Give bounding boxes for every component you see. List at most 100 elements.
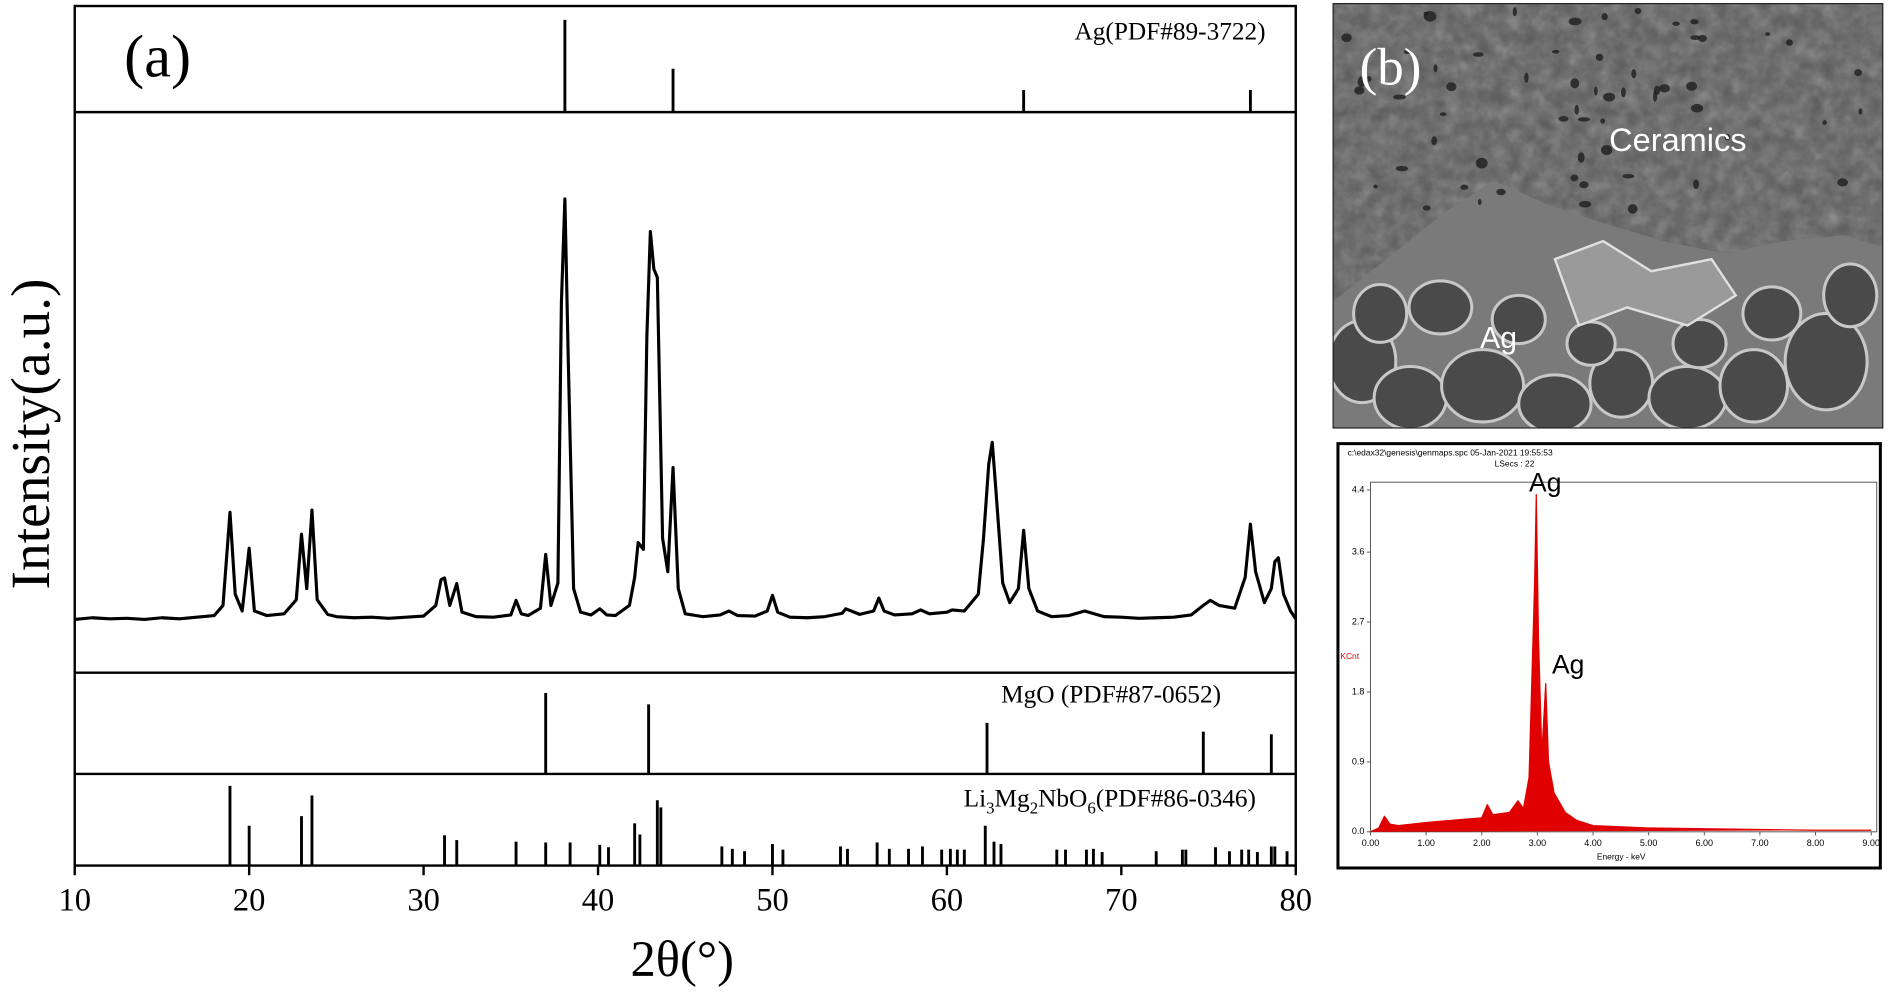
sem-bright-debris xyxy=(1553,239,1738,328)
y-tick-label: 1.8 xyxy=(1352,686,1365,696)
sem-cell xyxy=(1565,320,1617,367)
sem-image xyxy=(1333,3,1883,428)
x-tick-label: 80 xyxy=(1279,882,1312,918)
x-tick-label: 60 xyxy=(931,882,964,918)
sem-pore xyxy=(1446,82,1457,92)
reference-label: Li3Mg2NbO6(PDF#86-0346) xyxy=(964,784,1256,818)
sem-pore xyxy=(1433,64,1438,73)
sem-pore xyxy=(1690,19,1699,25)
eds-spectrum xyxy=(1370,494,1872,833)
x-tick-label: 9.00 xyxy=(1862,838,1880,848)
sem-pore xyxy=(1595,53,1604,62)
sem-pore xyxy=(1690,35,1701,41)
sem-pore xyxy=(1686,81,1698,91)
x-tick-label: 4.00 xyxy=(1584,838,1602,848)
sem-pore xyxy=(1512,7,1517,17)
x-axis-label: 2θ(°) xyxy=(630,931,733,987)
y-tick-label: 2.7 xyxy=(1352,616,1365,626)
sem-pore xyxy=(1472,52,1484,57)
sem-pore xyxy=(1431,136,1438,146)
x-tick-label: 2.00 xyxy=(1473,838,1491,848)
y-tick-label: 0.9 xyxy=(1352,756,1365,766)
x-tick-label: 20 xyxy=(233,882,266,918)
sem-pore xyxy=(1724,133,1731,141)
sem-pore xyxy=(1422,205,1431,211)
x-tick-label: 40 xyxy=(582,882,615,918)
sem-pore xyxy=(1403,49,1412,55)
sem-cell xyxy=(1517,373,1593,428)
sem-pore xyxy=(1365,76,1372,82)
reference-label: Ag(PDF#89-3722) xyxy=(1074,18,1265,46)
sem-pore xyxy=(1354,86,1365,95)
sem-pore xyxy=(1357,76,1366,88)
sem-pore xyxy=(1622,173,1635,179)
sem-pore xyxy=(1393,94,1406,100)
y-tick-label: 3.6 xyxy=(1352,547,1365,557)
sem-pore xyxy=(1854,69,1863,77)
sem-pore xyxy=(1423,11,1429,16)
sem-pore xyxy=(1627,204,1638,214)
sem-pore xyxy=(1570,78,1580,89)
x-tick-label: 3.00 xyxy=(1529,838,1547,848)
y-axis-label: Intensity(a.u.) xyxy=(0,278,61,589)
eds-y-label: KCnt xyxy=(1340,651,1359,661)
x-tick-label: 70 xyxy=(1105,882,1138,918)
sem-pore xyxy=(1594,86,1598,96)
sem-pore xyxy=(1601,13,1608,21)
sem-pore xyxy=(1785,39,1793,46)
sem-cell xyxy=(1352,282,1409,344)
sem-pore xyxy=(1577,117,1591,122)
x-tick-label: 30 xyxy=(407,882,440,918)
xrd-pattern xyxy=(74,197,1298,622)
x-tick-label: 6.00 xyxy=(1695,838,1713,848)
sem-cell xyxy=(1490,293,1547,346)
sem-cell xyxy=(1372,364,1448,428)
sem-pore xyxy=(1460,184,1469,190)
x-tick-label: 1.00 xyxy=(1417,838,1435,848)
sem-pore xyxy=(1659,84,1671,93)
sem-pore xyxy=(1570,174,1579,182)
sem-pore xyxy=(1600,118,1606,124)
sem-pore xyxy=(1373,184,1378,189)
sem-cell xyxy=(1647,364,1728,428)
sem-pore xyxy=(1652,91,1658,102)
x-tick-label: 50 xyxy=(756,882,789,918)
sem-pore xyxy=(1551,49,1560,54)
sem-pore xyxy=(1341,33,1352,43)
x-tick-label: 7.00 xyxy=(1751,838,1769,848)
x-tick-label: 5.00 xyxy=(1640,838,1658,848)
panel-a-frame xyxy=(73,4,1297,867)
sem-cell xyxy=(1822,262,1879,329)
sem-pore xyxy=(1697,34,1707,42)
reference-label: MgO (PDF#87-0652) xyxy=(1001,681,1221,709)
sem-pore xyxy=(1621,87,1626,98)
sem-pore xyxy=(1496,188,1506,196)
sem-pore xyxy=(1558,115,1569,122)
peak-annotation: Ag xyxy=(1552,650,1584,680)
sem-pore xyxy=(1672,21,1680,26)
sem-pore xyxy=(1693,179,1699,190)
sem-pore xyxy=(1579,200,1592,208)
sem-pore xyxy=(1579,181,1589,189)
x-tick-label: 10 xyxy=(58,882,91,918)
eds-subheader: LSecs : 22 xyxy=(1495,458,1535,468)
sem-cell xyxy=(1741,285,1803,342)
sem-pore xyxy=(1822,120,1827,125)
sem-pore xyxy=(1837,178,1848,187)
panel-label: (b) xyxy=(1360,39,1422,97)
sem-cell xyxy=(1718,348,1790,424)
image-label: Ceramics xyxy=(1609,122,1746,158)
sem-pore xyxy=(1475,157,1488,169)
sem-pore xyxy=(1858,108,1863,115)
sem-cell xyxy=(1671,317,1728,370)
sem-pore xyxy=(1601,144,1613,156)
sem-pore xyxy=(1690,103,1704,113)
eds-header: c:\edax32\genesis\genmaps.spc 05-Jan-202… xyxy=(1348,448,1553,458)
eds-frame xyxy=(1336,442,1882,870)
panel-label: (a) xyxy=(124,24,191,91)
sem-cells xyxy=(1333,7,1879,428)
eds-x-label: Energy - keV xyxy=(1597,851,1646,861)
sem-pore xyxy=(1577,152,1585,163)
